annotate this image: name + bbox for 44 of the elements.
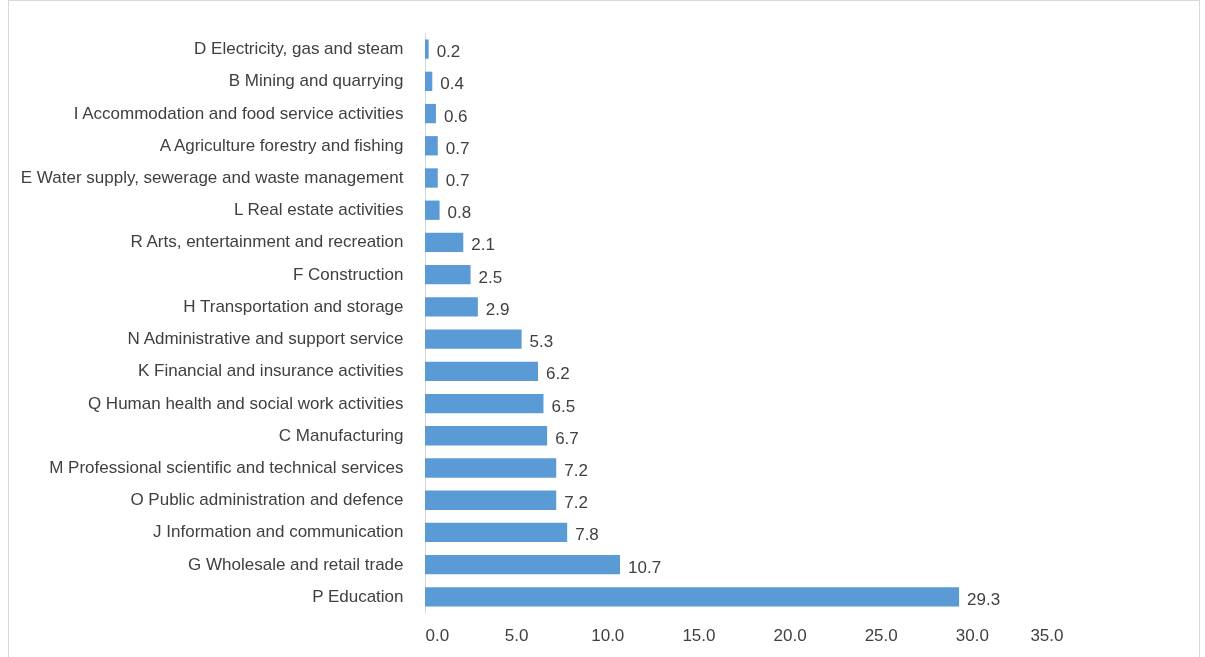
y-tick-label: R Arts, entertainment and recreation [130, 232, 404, 252]
y-tick-label: O Public administration and defence [130, 490, 404, 510]
data-label: 0.4 [440, 74, 464, 94]
data-label: 0.8 [447, 203, 472, 223]
x-tick-label: 35.0 [1030, 625, 1064, 645]
y-tick-label: B Mining and quarrying [228, 71, 404, 91]
data-label: 0.6 [443, 106, 468, 126]
y-tick-label: C Manufacturing [278, 425, 404, 445]
x-tick-label: 20.0 [773, 625, 807, 645]
data-label: 6.2 [546, 364, 570, 384]
data-label: 10.7 [628, 557, 662, 577]
data-label: 7.8 [575, 525, 599, 545]
y-tick-label: H Transportation and storage [183, 296, 404, 316]
y-tick-label: M Professional scientific and technical services [49, 458, 404, 477]
x-tick-label: 0.0 [425, 625, 450, 645]
data-label: 0.2 [436, 42, 461, 62]
x-tick-label: 10.0 [591, 625, 625, 645]
data-label: 0.7 [445, 138, 470, 158]
x-tick-label: 5.0 [504, 625, 529, 645]
x-tick-label: 15.0 [682, 625, 716, 645]
x-tick-label: 30.0 [955, 625, 989, 645]
data-label: 2.5 [478, 267, 503, 287]
y-tick-label: L Real estate activities [234, 200, 404, 220]
y-tick-label: J Information and communication [153, 522, 404, 542]
y-tick-label: A Agriculture forestry and fishing [159, 135, 404, 155]
y-tick-label: N Administrative and support service [127, 329, 404, 349]
data-label: 5.3 [529, 332, 554, 352]
y-tick-label: F Construction [292, 264, 404, 284]
y-tick-label: K Financial and insurance activities [137, 361, 404, 381]
data-label: 6.5 [551, 396, 576, 416]
y-tick-label: E Water supply, sewerage and waste management [20, 168, 404, 187]
data-label: 7.2 [564, 461, 588, 480]
data-label: 7.2 [564, 493, 588, 513]
x-tick-label: 25.0 [864, 625, 898, 645]
y-tick-label: I Accommodation and food service activities [73, 103, 404, 123]
y-tick-label: P Education [312, 586, 404, 606]
y-tick-label: G Wholesale and retail trade [188, 554, 404, 574]
data-label: 0.7 [445, 171, 470, 190]
y-tick-label: Q Human health and social work activities [87, 393, 404, 413]
y-tick-label: D Electricity, gas and steam [194, 39, 404, 59]
data-label: 29.3 [967, 589, 1001, 609]
data-label: 2.1 [471, 235, 495, 255]
data-label: 2.9 [485, 299, 510, 319]
data-label: 6.7 [555, 428, 579, 448]
